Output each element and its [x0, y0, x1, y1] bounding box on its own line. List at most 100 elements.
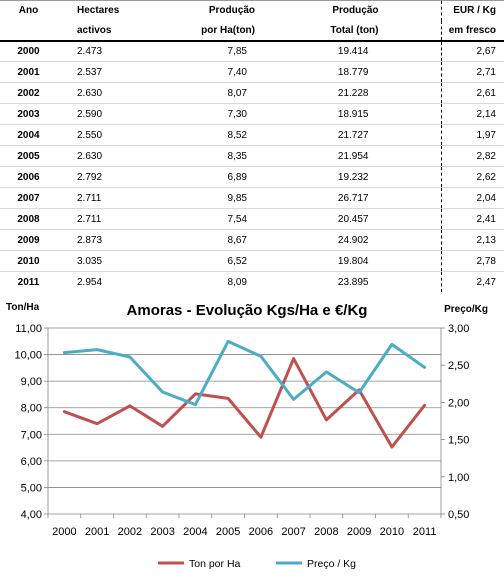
- x-tick-label: 2007: [281, 526, 305, 538]
- x-tick-label: 2011: [413, 526, 437, 538]
- x-tick-label: 2001: [85, 526, 109, 538]
- series-line-preco-kg: [62, 339, 427, 407]
- cell-ano: 2005: [0, 145, 57, 167]
- production-table: Ano Hectares Produção Produção EUR / Kg …: [0, 0, 504, 293]
- data-point: [63, 410, 66, 413]
- cell-ano: 2009: [0, 229, 57, 251]
- table-row: 2005 2.630 8,35 21.954 2,82: [0, 145, 504, 167]
- header-prod-total: Produção: [307, 0, 441, 21]
- header-ano: Ano: [0, 0, 57, 21]
- cell-prod-total: 24.902: [307, 229, 441, 251]
- cell-prod-total: 21.954: [307, 145, 441, 167]
- data-point: [292, 398, 295, 401]
- right-tick-label: 0,50: [448, 509, 469, 521]
- table-row: 2009 2.873 8,67 24.902 2,13: [0, 229, 504, 251]
- cell-prod-total: 23.895: [307, 271, 441, 293]
- cell-prod-ha: 7,30: [183, 103, 307, 125]
- cell-prod-ha: 7,85: [183, 40, 307, 62]
- cell-eur: 2,71: [440, 61, 504, 83]
- cell-hectares: 2.550: [57, 124, 183, 146]
- table-row: 2006 2.792 6,89 19.232 2,62: [0, 166, 504, 188]
- data-point: [128, 355, 132, 359]
- cell-eur: 2,82: [440, 145, 504, 167]
- cell-prod-ha: 6,52: [183, 250, 307, 272]
- cell-prod-total: 19.804: [307, 250, 441, 272]
- header-hectares-sub: activos: [57, 20, 183, 42]
- table-row: 2008 2.711 7,54 20.457 2,41: [0, 208, 504, 230]
- cell-prod-total: 19.414: [307, 40, 441, 62]
- cell-ano: 2000: [0, 40, 57, 62]
- right-tick-label: 3,00: [448, 323, 469, 335]
- table-row: 2000 2.473 7,85 19.414 2,67: [0, 40, 504, 62]
- cell-prod-total: 18.915: [307, 103, 441, 125]
- data-point: [128, 404, 132, 408]
- cell-eur: 2,78: [440, 250, 504, 272]
- cell-hectares: 2.630: [57, 145, 183, 167]
- right-tick-label: 2,50: [448, 360, 469, 372]
- cell-eur: 2,62: [440, 166, 504, 188]
- data-point: [226, 397, 230, 400]
- cell-eur: 2,61: [440, 82, 504, 104]
- cell-hectares: 2.630: [57, 82, 183, 104]
- cell-eur: 2,67: [440, 40, 504, 62]
- data-point: [161, 425, 164, 428]
- right-tick-label: 2,00: [448, 397, 469, 409]
- data-point: [194, 403, 197, 406]
- cell-ano: 2011: [0, 271, 57, 293]
- chart-title: Amoras - Evolução Kgs/Ha e €/Kg: [127, 302, 368, 319]
- cell-ano: 2004: [0, 124, 57, 146]
- data-point: [390, 343, 394, 346]
- data-point: [423, 404, 426, 407]
- cell-prod-ha: 8,67: [183, 229, 307, 251]
- x-tick-label: 2008: [314, 526, 338, 538]
- header-prod-ha: Produção: [183, 0, 307, 21]
- header-eur-sub: em fresco: [440, 20, 504, 42]
- cell-prod-ha: 8,52: [183, 124, 307, 146]
- table-row: 2004 2.550 8,52 21.727 1,97: [0, 124, 504, 146]
- cell-prod-total: 21.727: [307, 124, 441, 146]
- left-tick-label: 10,00: [14, 350, 42, 362]
- left-tick-label: 8,00: [21, 403, 42, 415]
- data-point: [194, 392, 197, 396]
- header-prod-ha-sub: por Ha(ton): [183, 20, 307, 42]
- table-row: 2010 3.035 6,52 19.804 2,78: [0, 250, 504, 272]
- cell-ano: 2007: [0, 187, 57, 209]
- cell-hectares: 2.711: [57, 187, 183, 209]
- header-prod-total-sub: Total (ton): [307, 20, 441, 42]
- table-row: 2001 2.537 7,40 18.779 2,71: [0, 61, 504, 83]
- table-row: 2007 2.711 9,85 26.717 2,04: [0, 187, 504, 209]
- cell-eur: 2,41: [440, 208, 504, 230]
- header-hectares: Hectares: [57, 0, 183, 21]
- cell-ano: 2006: [0, 166, 57, 188]
- right-axis-label: Preço/Kg: [444, 304, 488, 315]
- x-tick-label: 2005: [216, 526, 240, 538]
- header-eur: EUR / Kg: [440, 0, 504, 21]
- table-row: 2002 2.630 8,07 21.228 2,61: [0, 82, 504, 104]
- x-tick-label: 2009: [347, 526, 371, 538]
- left-tick-label: 5,00: [21, 482, 42, 494]
- x-tick-label: 2004: [183, 526, 207, 538]
- left-tick-label: 11,00: [15, 323, 42, 335]
- data-point: [357, 391, 361, 394]
- left-tick-label: 6,00: [21, 456, 42, 468]
- cell-ano: 2010: [0, 250, 57, 272]
- cell-prod-ha: 8,09: [183, 271, 307, 293]
- cell-prod-ha: 8,35: [183, 145, 307, 167]
- cell-prod-ha: 7,54: [183, 208, 307, 230]
- cell-prod-ha: 7,40: [183, 61, 307, 83]
- cell-prod-ha: 9,85: [183, 187, 307, 209]
- data-point: [325, 370, 328, 374]
- data-point: [63, 351, 66, 354]
- cell-hectares: 2.590: [57, 103, 183, 125]
- cell-hectares: 2.792: [57, 166, 183, 188]
- cell-eur: 2,13: [440, 229, 504, 251]
- data-point: [95, 422, 99, 425]
- cell-hectares: 2.873: [57, 229, 183, 251]
- data-point: [259, 436, 263, 439]
- data-point: [259, 355, 263, 358]
- cell-ano: 2008: [0, 208, 57, 230]
- right-tick-label: 1,00: [448, 472, 469, 484]
- cell-prod-ha: 8,07: [183, 82, 307, 104]
- legend-label: Preço / Kg: [307, 558, 356, 570]
- cell-eur: 1,97: [440, 124, 504, 146]
